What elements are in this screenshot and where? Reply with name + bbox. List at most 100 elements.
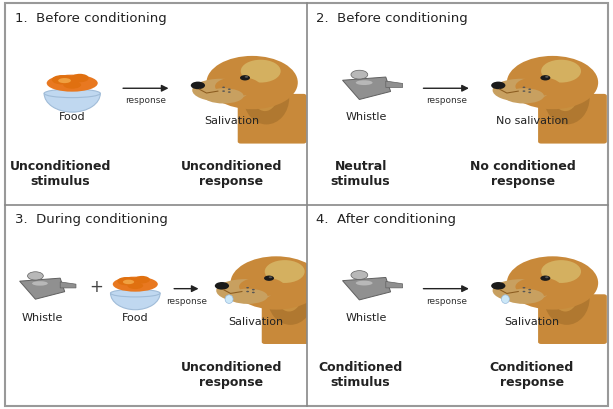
Ellipse shape	[63, 81, 81, 89]
Polygon shape	[343, 277, 390, 300]
Text: Salivation: Salivation	[504, 317, 559, 327]
Ellipse shape	[528, 88, 531, 90]
Ellipse shape	[192, 79, 249, 101]
Ellipse shape	[501, 295, 509, 303]
Polygon shape	[386, 281, 403, 288]
Ellipse shape	[216, 279, 273, 302]
Text: response: response	[425, 96, 466, 105]
Text: response: response	[425, 297, 466, 306]
Ellipse shape	[268, 276, 272, 278]
Ellipse shape	[276, 277, 302, 312]
Ellipse shape	[507, 56, 598, 109]
Ellipse shape	[544, 71, 590, 124]
Text: Food: Food	[122, 313, 148, 323]
Polygon shape	[343, 77, 390, 99]
Ellipse shape	[252, 289, 255, 290]
Ellipse shape	[552, 77, 578, 111]
Ellipse shape	[58, 78, 71, 83]
Ellipse shape	[541, 260, 581, 283]
Ellipse shape	[215, 282, 229, 290]
Ellipse shape	[268, 272, 313, 325]
Text: +: +	[89, 278, 103, 296]
Ellipse shape	[528, 292, 531, 293]
Ellipse shape	[528, 289, 531, 290]
Text: Salivation: Salivation	[204, 116, 259, 126]
Wedge shape	[110, 293, 160, 310]
Ellipse shape	[207, 56, 298, 109]
Ellipse shape	[71, 74, 89, 82]
Text: No salivation: No salivation	[495, 116, 568, 126]
Ellipse shape	[351, 70, 368, 79]
Ellipse shape	[51, 75, 72, 84]
Ellipse shape	[60, 76, 74, 82]
Wedge shape	[44, 93, 101, 112]
Ellipse shape	[544, 272, 590, 325]
Ellipse shape	[222, 87, 225, 88]
Text: Conditioned
stimulus: Conditioned stimulus	[318, 361, 403, 389]
Text: Salivation: Salivation	[228, 317, 283, 327]
Ellipse shape	[117, 277, 135, 285]
Ellipse shape	[541, 276, 550, 281]
Text: 2.  Before conditioning: 2. Before conditioning	[316, 12, 467, 25]
Ellipse shape	[44, 89, 101, 98]
Ellipse shape	[522, 287, 525, 288]
Ellipse shape	[522, 291, 525, 292]
Text: response: response	[125, 96, 166, 105]
Ellipse shape	[493, 79, 550, 101]
Ellipse shape	[264, 276, 274, 281]
Ellipse shape	[222, 90, 225, 92]
Ellipse shape	[113, 276, 158, 292]
Text: Unconditioned
stimulus: Unconditioned stimulus	[10, 160, 111, 189]
Text: response: response	[166, 297, 207, 306]
Text: Unconditioned
response: Unconditioned response	[181, 361, 282, 389]
Text: Food: Food	[59, 112, 86, 122]
Ellipse shape	[191, 82, 205, 89]
Ellipse shape	[246, 287, 249, 288]
Text: Whistle: Whistle	[346, 313, 387, 323]
Text: 3.  During conditioning: 3. During conditioning	[15, 213, 168, 225]
Ellipse shape	[245, 76, 248, 78]
Text: No conditioned
response: No conditioned response	[470, 160, 576, 189]
Ellipse shape	[265, 260, 305, 283]
FancyBboxPatch shape	[262, 294, 330, 344]
FancyBboxPatch shape	[238, 94, 306, 144]
Text: Conditioned
response: Conditioned response	[490, 361, 574, 389]
Polygon shape	[60, 282, 76, 288]
Ellipse shape	[240, 75, 250, 81]
Ellipse shape	[356, 80, 373, 85]
Ellipse shape	[134, 276, 150, 283]
Ellipse shape	[356, 281, 373, 285]
FancyBboxPatch shape	[538, 94, 607, 144]
Ellipse shape	[507, 256, 598, 310]
Ellipse shape	[124, 277, 137, 283]
Text: 4.  After conditioning: 4. After conditioning	[316, 213, 455, 225]
Ellipse shape	[241, 60, 281, 83]
Ellipse shape	[491, 282, 506, 290]
Ellipse shape	[516, 277, 561, 296]
Text: Unconditioned
response: Unconditioned response	[181, 160, 282, 189]
Ellipse shape	[545, 76, 549, 78]
Ellipse shape	[504, 88, 544, 103]
FancyBboxPatch shape	[538, 294, 607, 344]
Ellipse shape	[243, 71, 289, 124]
Text: 1.  Before conditioning: 1. Before conditioning	[15, 12, 167, 25]
Ellipse shape	[541, 60, 581, 83]
Ellipse shape	[123, 280, 134, 284]
Ellipse shape	[225, 295, 233, 303]
Ellipse shape	[516, 77, 561, 96]
Ellipse shape	[252, 77, 278, 111]
Ellipse shape	[228, 91, 230, 93]
Ellipse shape	[541, 75, 550, 81]
Ellipse shape	[32, 281, 48, 285]
Polygon shape	[386, 81, 403, 88]
Ellipse shape	[504, 289, 544, 304]
Text: Whistle: Whistle	[21, 313, 63, 323]
Ellipse shape	[228, 88, 230, 90]
Ellipse shape	[491, 82, 506, 89]
Ellipse shape	[522, 87, 525, 88]
Ellipse shape	[230, 256, 322, 310]
Ellipse shape	[215, 77, 261, 96]
Ellipse shape	[528, 91, 531, 93]
Ellipse shape	[47, 74, 97, 92]
Ellipse shape	[351, 271, 368, 279]
